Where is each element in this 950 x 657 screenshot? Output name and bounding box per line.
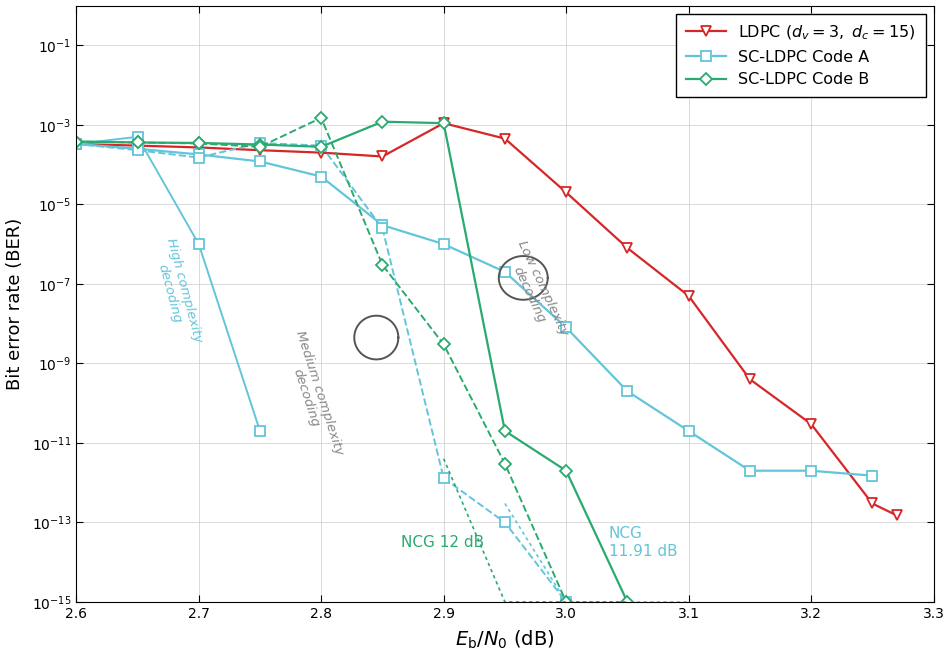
SC-LDPC Code A xyxy=(683,427,694,435)
LDPC $(d_v = 3,\ d_c = 15)$ xyxy=(621,244,633,252)
SC-LDPC Code B xyxy=(377,118,389,125)
LDPC $(d_v = 3,\ d_c = 15)$ xyxy=(193,143,204,151)
SC-LDPC Code A xyxy=(744,466,755,474)
LDPC $(d_v = 3,\ d_c = 15)$ xyxy=(255,147,266,154)
Text: NCG
11.91 dB: NCG 11.91 dB xyxy=(609,526,677,558)
Text: NCG 12 dB: NCG 12 dB xyxy=(401,535,484,550)
SC-LDPC Code A xyxy=(255,158,266,166)
LDPC $(d_v = 3,\ d_c = 15)$ xyxy=(377,152,389,160)
SC-LDPC Code B xyxy=(132,139,143,147)
LDPC $(d_v = 3,\ d_c = 15)$ xyxy=(806,420,817,428)
Line: LDPC $(d_v = 3,\ d_c = 15)$: LDPC $(d_v = 3,\ d_c = 15)$ xyxy=(72,119,902,520)
LDPC $(d_v = 3,\ d_c = 15)$ xyxy=(744,375,755,383)
LDPC $(d_v = 3,\ d_c = 15)$ xyxy=(70,140,82,148)
Legend: LDPC $(d_v = 3,\ d_c = 15)$, SC-LDPC Code A, SC-LDPC Code B: LDPC $(d_v = 3,\ d_c = 15)$, SC-LDPC Cod… xyxy=(676,14,925,97)
Text: High complexity
decoding: High complexity decoding xyxy=(149,237,204,348)
SC-LDPC Code B xyxy=(621,598,633,606)
LDPC $(d_v = 3,\ d_c = 15)$ xyxy=(315,148,327,156)
SC-LDPC Code A xyxy=(499,268,510,276)
SC-LDPC Code A xyxy=(315,173,327,181)
SC-LDPC Code B xyxy=(70,137,82,145)
LDPC $(d_v = 3,\ d_c = 15)$ xyxy=(499,135,510,143)
SC-LDPC Code A xyxy=(377,221,389,229)
LDPC $(d_v = 3,\ d_c = 15)$ xyxy=(866,499,878,507)
LDPC $(d_v = 3,\ d_c = 15)$ xyxy=(438,120,449,127)
SC-LDPC Code A xyxy=(70,140,82,148)
Text: Medium complexity
decoding: Medium complexity decoding xyxy=(279,329,346,461)
X-axis label: $E_{\mathrm{b}}/N_0$ (dB): $E_{\mathrm{b}}/N_0$ (dB) xyxy=(455,629,555,652)
SC-LDPC Code A xyxy=(866,472,878,480)
Text: Low complexity
decoding: Low complexity decoding xyxy=(501,239,570,345)
LDPC $(d_v = 3,\ d_c = 15)$ xyxy=(560,189,572,196)
SC-LDPC Code A xyxy=(132,145,143,152)
Y-axis label: Bit error rate (BER): Bit error rate (BER) xyxy=(6,217,24,390)
LDPC $(d_v = 3,\ d_c = 15)$ xyxy=(683,292,694,300)
SC-LDPC Code B xyxy=(255,141,266,148)
SC-LDPC Code B xyxy=(560,466,572,474)
SC-LDPC Code A xyxy=(806,466,817,474)
SC-LDPC Code B xyxy=(193,139,204,147)
SC-LDPC Code A xyxy=(193,150,204,158)
SC-LDPC Code B xyxy=(499,427,510,435)
SC-LDPC Code A xyxy=(560,323,572,331)
LDPC $(d_v = 3,\ d_c = 15)$ xyxy=(891,512,902,520)
LDPC $(d_v = 3,\ d_c = 15)$ xyxy=(132,142,143,150)
SC-LDPC Code A xyxy=(621,387,633,395)
Line: SC-LDPC Code A: SC-LDPC Code A xyxy=(72,139,877,480)
SC-LDPC Code B xyxy=(315,143,327,150)
SC-LDPC Code A xyxy=(438,240,449,248)
Line: SC-LDPC Code B: SC-LDPC Code B xyxy=(72,117,632,606)
SC-LDPC Code B xyxy=(438,120,449,127)
